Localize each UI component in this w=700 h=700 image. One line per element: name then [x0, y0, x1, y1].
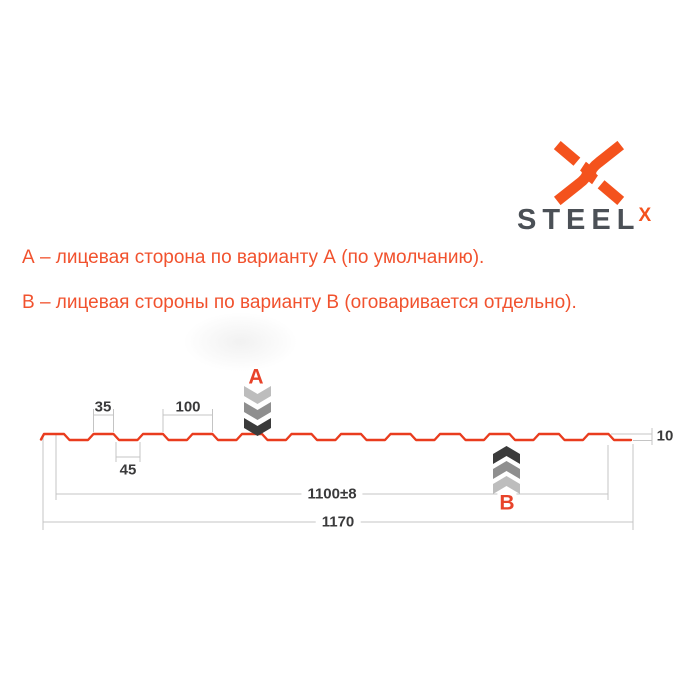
note-variant-b: В – лицевая стороны по варианту В (огова… — [22, 292, 577, 313]
marker-variant-a: А — [248, 365, 264, 389]
logo-arm-bottom-right — [597, 180, 625, 205]
background-smudge — [183, 312, 298, 372]
dim-profile-height: 10 — [656, 427, 674, 445]
note-variant-a: А – лицевая сторона по варианту А (по ум… — [22, 247, 485, 268]
dim-working-width: 1100±8 — [301, 486, 363, 502]
dim-pitch: 100 — [175, 398, 201, 416]
dim-rib-top-width: 35 — [94, 398, 112, 416]
logo-arm-top-left — [553, 141, 581, 166]
logo-superscript-x: X — [638, 205, 652, 226]
steelx-logo-icon — [553, 140, 625, 206]
profile-outline — [39, 432, 633, 442]
dim-overall-width: 1170 — [315, 514, 361, 530]
marker-variant-b: В — [497, 491, 517, 515]
variant-a-chevrons-icon — [244, 386, 271, 436]
logo-wordmark-text: STEEL — [517, 204, 641, 236]
dim-rib-bottom-width: 45 — [119, 461, 137, 479]
logo-wordmark: STEELX — [517, 206, 651, 235]
variant-b-chevrons-icon — [493, 446, 520, 494]
logo-hook-bottom-left — [553, 161, 593, 206]
